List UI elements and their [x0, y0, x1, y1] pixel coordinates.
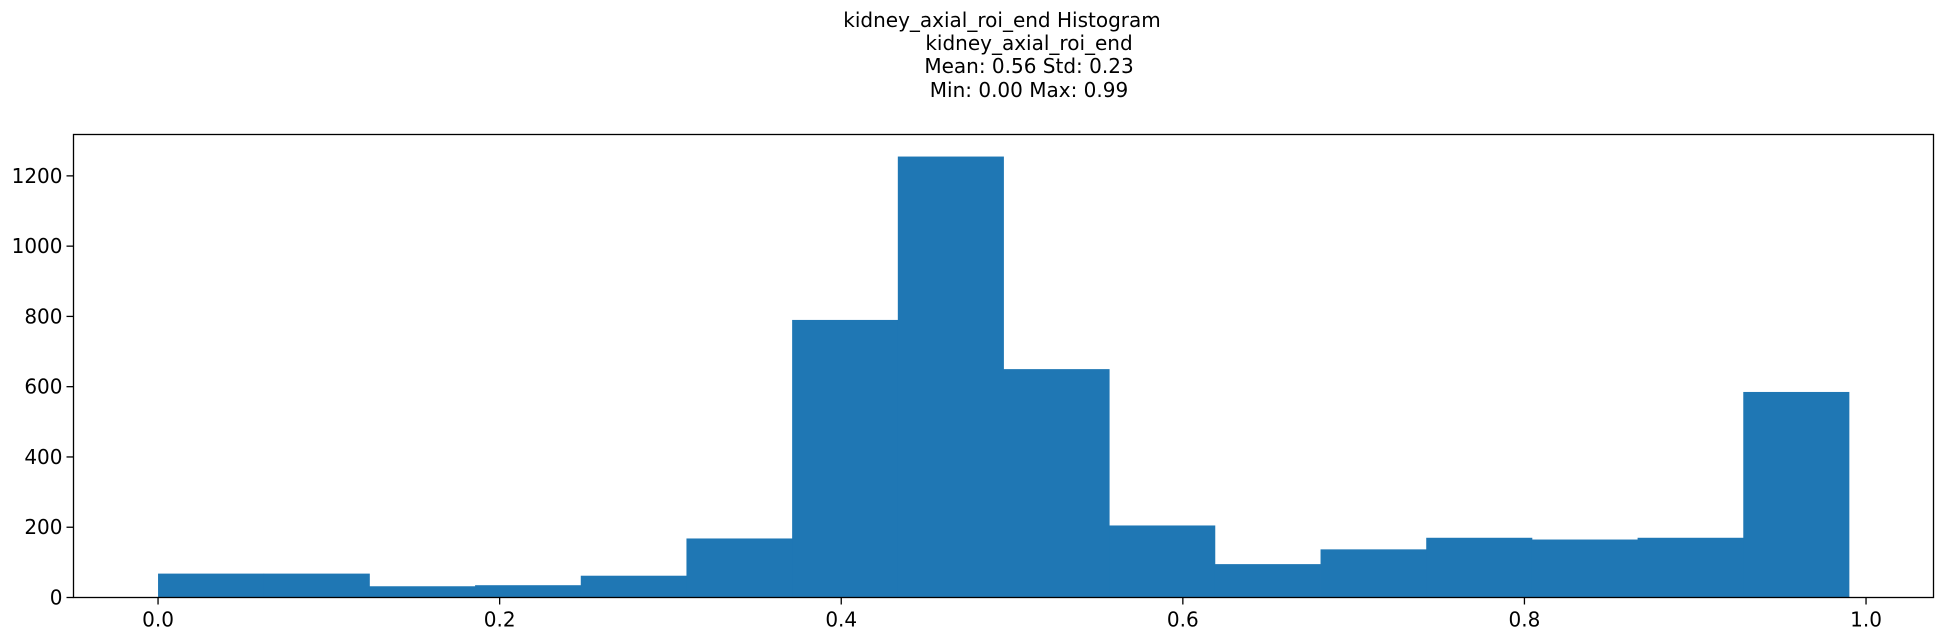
- y-tick-label: 200: [24, 515, 62, 539]
- chart-subtitle-line-2: Mean: 0.56 Std: 0.23: [924, 54, 1133, 78]
- histogram-bar: [1003, 369, 1110, 598]
- y-tick-label: 400: [24, 445, 62, 469]
- histogram-bars: [158, 156, 1850, 598]
- histogram-bar: [686, 538, 793, 598]
- y-tick-label: 800: [24, 304, 62, 328]
- histogram-bar: [1531, 539, 1638, 598]
- histogram-bar: [792, 319, 899, 598]
- x-tick-label: 1.0: [1850, 608, 1882, 632]
- histogram-bar: [580, 575, 687, 598]
- histogram-bar: [1426, 537, 1533, 598]
- y-tick-label: 0: [50, 586, 63, 610]
- y-tick-label: 1000: [12, 234, 63, 258]
- x-tick-label: 0.4: [825, 608, 857, 632]
- chart-subtitle-line-1: kidney_axial_roi_end: [925, 31, 1132, 55]
- y-tick-label: 600: [24, 375, 62, 399]
- histogram-bar: [897, 156, 1004, 598]
- x-tick-label: 0.0: [142, 608, 174, 632]
- y-tick-label: 1200: [12, 164, 63, 188]
- histogram-bar: [369, 586, 476, 598]
- histogram-bar: [475, 585, 582, 598]
- histogram-bar: [1109, 525, 1216, 598]
- histogram-bar: [1320, 549, 1427, 598]
- x-tick-label: 0.8: [1509, 608, 1541, 632]
- histogram-bar: [158, 573, 265, 598]
- y-axis: 0 200 400 600 800 1000 1200: [12, 164, 74, 610]
- chart-title: kidney_axial_roi_end Histogram: [843, 8, 1160, 32]
- histogram-bar: [263, 573, 370, 598]
- plot-frame: [72, 133, 1935, 599]
- x-tick-label: 0.6: [1167, 608, 1199, 632]
- histogram-bar: [1637, 537, 1744, 598]
- histogram-bar: [1743, 391, 1850, 598]
- histogram-bar: [1214, 564, 1321, 598]
- chart-subtitle-line-3: Min: 0.00 Max: 0.99: [930, 78, 1128, 102]
- title-block: kidney_axial_roi_end Histogram kidney_ax…: [843, 8, 1160, 102]
- x-tick-label: 0.2: [484, 608, 516, 632]
- x-axis: 0.0 0.2 0.4 0.6 0.8 1.0: [142, 597, 1882, 632]
